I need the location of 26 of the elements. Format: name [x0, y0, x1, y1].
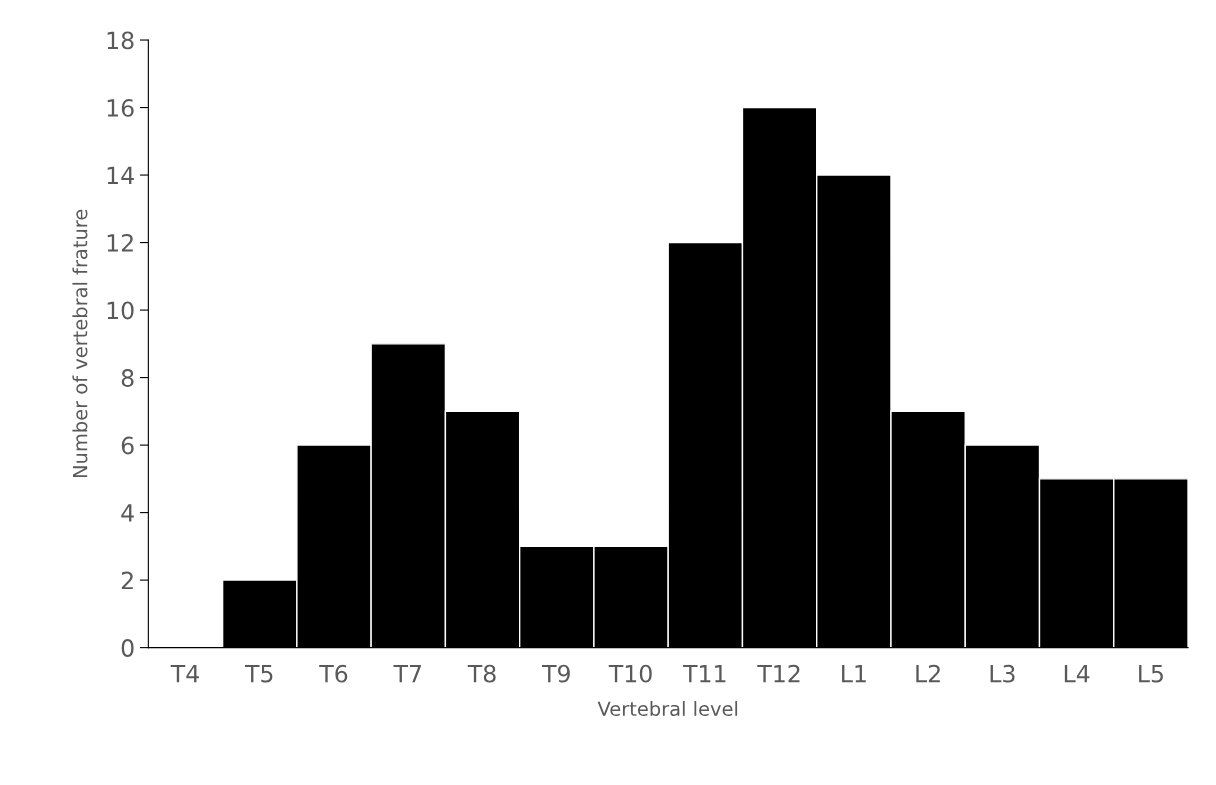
x-tick-label: T9 — [542, 664, 570, 683]
x-tick-label: L3 — [990, 664, 1015, 683]
x-tick-label: L5 — [1139, 665, 1163, 683]
x-tick-label: L2 — [916, 664, 940, 683]
x-tick-label: L4 — [1064, 665, 1090, 683]
x-tick-label: T12 — [757, 664, 800, 683]
y-tick-label: 6 — [121, 436, 134, 455]
y-tick-label: 12 — [107, 234, 133, 252]
x-tick-label: T11 — [683, 665, 726, 683]
y-axis-title: Number of vertebral frature — [72, 209, 88, 478]
y-tick-label: 8 — [121, 369, 134, 387]
x-tick-label: T10 — [608, 664, 652, 683]
x-tick-label: L1 — [842, 665, 866, 683]
x-tick-label: T6 — [319, 664, 348, 683]
x-axis-title: Vertebral level — [597, 701, 738, 717]
y-tick-label: 18 — [107, 31, 134, 50]
x-tick-label: T7 — [393, 665, 421, 683]
y-tick-label: 4 — [121, 504, 134, 522]
x-tick-label: T4 — [170, 665, 199, 683]
y-tick-label: 14 — [107, 166, 134, 185]
x-tick-label: T5 — [244, 665, 273, 683]
y-tick-label: 0 — [121, 639, 134, 657]
y-tick-label: 2 — [121, 571, 133, 590]
y-tick-label: 10 — [107, 301, 134, 320]
y-tick-label: 16 — [107, 98, 134, 117]
x-tick-label: T8 — [467, 664, 496, 683]
